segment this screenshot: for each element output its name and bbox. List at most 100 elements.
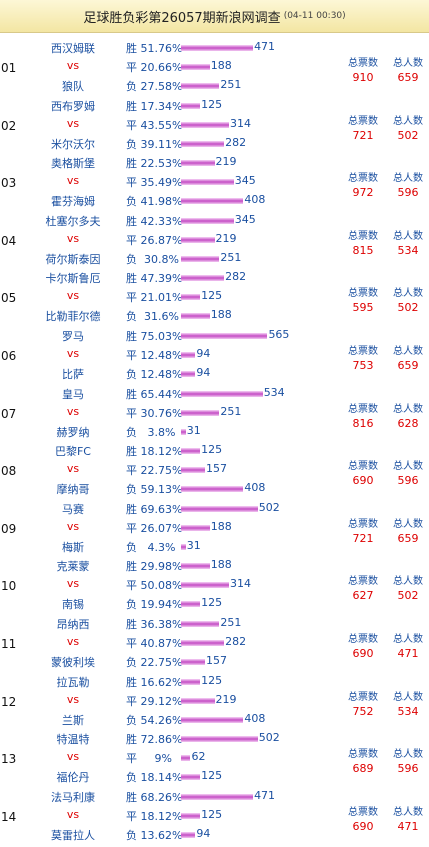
home-team[interactable]: 奥格斯堡 <box>51 157 95 171</box>
total-people-label: 总人数 <box>393 518 423 530</box>
home-team[interactable]: 西布罗姆 <box>51 99 95 113</box>
vote-count: 94 <box>196 366 211 379</box>
option-label: 平 26.87% <box>126 233 183 247</box>
vote-bar <box>181 640 225 646</box>
home-team[interactable]: 马赛 <box>62 502 84 516</box>
option-label: 负 30.8% <box>126 252 179 266</box>
home-team[interactable]: 昂纳西 <box>56 618 90 631</box>
total-people-label: 总人数 <box>393 461 423 473</box>
option-label: 负 22.75% <box>126 656 183 669</box>
vote-bar <box>181 659 206 665</box>
vote-count: 125 <box>201 443 223 457</box>
vote-count: 94 <box>196 826 211 840</box>
vote-count: 345 <box>234 212 256 226</box>
match-row: 12 拉瓦勒 vs 兰斯 胜 16.62% 125 平 29.12% 219 负 54.26% 4… <box>0 674 429 732</box>
home-team[interactable]: 特温特 <box>56 733 90 747</box>
home-team[interactable]: 西汉姆联 <box>51 42 95 55</box>
vote-count: 125 <box>201 769 223 783</box>
away-team[interactable]: 赫罗纳 <box>56 425 90 439</box>
vote-bar <box>181 621 220 627</box>
home-team[interactable]: 拉瓦勒 <box>56 675 90 689</box>
total-votes-label: 总票数 <box>348 346 378 357</box>
home-team[interactable]: 卡尔斯鲁厄 <box>45 272 101 286</box>
total-votes-label: 总票数 <box>348 806 378 818</box>
vote-count: 125 <box>201 596 223 610</box>
option-label: 胜 36.38% <box>126 618 183 631</box>
option-label: 胜 42.33% <box>126 214 183 228</box>
total-people-value: 502 <box>397 301 419 315</box>
away-team[interactable]: 狼队 <box>62 80 84 93</box>
home-team[interactable]: 皇马 <box>62 387 84 401</box>
match-number: 02 <box>1 118 17 133</box>
match-number: 03 <box>1 176 17 191</box>
away-team[interactable]: 霍芬海姆 <box>51 195 95 209</box>
match-row: 09 马赛 vs 梅斯 胜 69.63% 502 平 26.07% 188 负 4.3% 31 总票… <box>0 501 429 559</box>
vote-count: 345 <box>234 174 256 188</box>
match-row: 03 奥格斯堡 vs 霍芬海姆 胜 22.53% 219 平 35.49% 345 负 41.9… <box>0 155 429 213</box>
home-team[interactable]: 罗马 <box>62 330 84 343</box>
away-team[interactable]: 兰斯 <box>62 713 84 727</box>
away-team[interactable]: 比勒菲尔德 <box>45 310 101 324</box>
vote-count: 408 <box>244 193 266 207</box>
vote-bar <box>181 736 258 743</box>
vote-bar <box>181 505 258 512</box>
option-label: 胜 16.62% <box>126 675 183 689</box>
away-team[interactable]: 莫雷拉人 <box>51 828 95 842</box>
home-team[interactable]: 巴黎FC <box>54 445 91 459</box>
away-team[interactable]: 梅斯 <box>62 540 84 554</box>
match-number: 13 <box>1 752 17 767</box>
vote-bar <box>181 390 263 397</box>
total-votes-value: 972 <box>352 186 374 200</box>
total-votes-value: 721 <box>352 531 374 545</box>
total-votes-label: 总票数 <box>348 518 378 530</box>
page-title: 足球胜负彩第26057期新浪网调查 <box>83 10 281 26</box>
away-team[interactable]: 蒙彼利埃 <box>51 656 95 669</box>
total-people-label: 总人数 <box>393 691 423 703</box>
away-team[interactable]: 荷尔斯泰因 <box>45 252 101 266</box>
vote-count: 219 <box>215 231 237 245</box>
match-row: 04 杜塞尔多夫 vs 荷尔斯泰因 胜 42.33% 345 平 26.87% 219 负 30… <box>0 213 429 271</box>
vs-label: vs <box>66 519 80 533</box>
away-team[interactable]: 米尔沃尔 <box>51 137 95 151</box>
home-team[interactable]: 杜塞尔多夫 <box>45 214 101 228</box>
option-label: 平 12.48% <box>126 349 183 362</box>
option-label: 平 29.12% <box>126 694 183 708</box>
away-team[interactable]: 南锡 <box>62 598 84 612</box>
total-people-label: 总人数 <box>393 806 423 818</box>
vote-count: 125 <box>201 673 223 687</box>
total-people-label: 总人数 <box>393 576 423 588</box>
vote-count: 251 <box>220 404 242 418</box>
option-label: 平 20.66% <box>126 61 183 74</box>
vote-count: 94 <box>196 347 211 360</box>
vote-count: 188 <box>210 558 232 572</box>
vote-bar <box>181 255 220 262</box>
option-label: 负 59.13% <box>126 483 183 497</box>
total-votes-label: 总票数 <box>348 749 378 761</box>
total-votes-label: 总票数 <box>348 403 378 415</box>
match-row: 01 西汉姆联 vs 狼队 胜 51.76% 471 平 20.66% 188 负 27.58%… <box>0 40 429 98</box>
total-votes-label: 总票数 <box>348 576 378 588</box>
total-people-label: 总人数 <box>393 346 423 357</box>
option-label: 负 39.11% <box>126 137 183 151</box>
option-label: 胜 65.44% <box>126 387 183 401</box>
home-team[interactable]: 法马利康 <box>51 790 95 804</box>
vote-bar <box>181 121 230 128</box>
option-label: 平 9% <box>126 752 172 766</box>
vote-count: 282 <box>225 635 247 648</box>
vote-count: 502 <box>258 731 280 745</box>
away-team[interactable]: 摩纳哥 <box>56 483 90 497</box>
vote-count: 251 <box>220 616 242 629</box>
option-label: 平 43.55% <box>126 118 183 132</box>
total-votes-label: 总票数 <box>348 230 378 242</box>
vote-bar <box>181 275 225 282</box>
total-votes-label: 总票数 <box>348 58 378 69</box>
home-team[interactable]: 克莱蒙 <box>56 560 90 574</box>
away-team[interactable]: 福伦丹 <box>56 771 90 785</box>
away-team[interactable]: 比萨 <box>62 368 84 381</box>
option-label: 胜 51.76% <box>126 42 183 55</box>
vote-bar <box>181 102 201 109</box>
vs-label: vs <box>66 116 80 130</box>
vs-label: vs <box>66 807 80 821</box>
total-votes-value: 753 <box>352 359 374 372</box>
total-people-label: 总人数 <box>393 58 423 69</box>
